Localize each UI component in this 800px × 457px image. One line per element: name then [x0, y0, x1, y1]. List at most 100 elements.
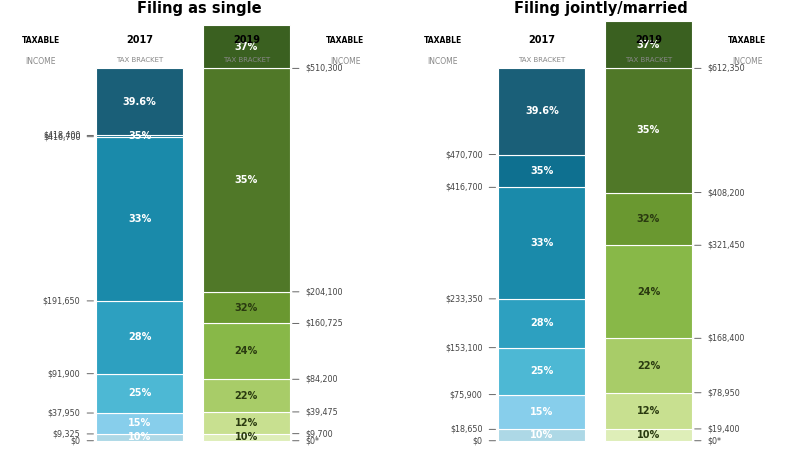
Text: 10%: 10% — [234, 432, 258, 442]
Bar — [96, 434, 183, 441]
Text: INCOME: INCOME — [330, 57, 361, 66]
Text: TAXABLE: TAXABLE — [728, 36, 766, 45]
Text: $0*: $0* — [708, 436, 722, 445]
Bar — [498, 299, 586, 348]
Bar — [96, 135, 183, 137]
Text: 22%: 22% — [637, 361, 660, 371]
Bar — [605, 21, 692, 69]
Bar — [203, 379, 290, 412]
Text: TAXABLE: TAXABLE — [326, 36, 364, 45]
Text: $612,350: $612,350 — [708, 64, 746, 73]
Bar — [498, 348, 586, 394]
Bar — [605, 245, 692, 338]
Text: $18,650: $18,650 — [450, 425, 482, 434]
Text: $191,650: $191,650 — [42, 297, 81, 305]
Text: $91,900: $91,900 — [48, 369, 81, 378]
Text: $204,100: $204,100 — [306, 287, 343, 296]
Text: 25%: 25% — [530, 366, 554, 376]
Text: $418,400: $418,400 — [43, 131, 81, 140]
Text: INCOME: INCOME — [732, 57, 762, 66]
Text: 33%: 33% — [530, 238, 554, 248]
Text: 35%: 35% — [234, 175, 258, 185]
Bar — [96, 413, 183, 434]
Text: $416,700: $416,700 — [43, 132, 81, 141]
Text: 2019: 2019 — [233, 35, 260, 45]
Text: 37%: 37% — [234, 42, 258, 52]
Text: 37%: 37% — [637, 40, 660, 50]
Bar — [498, 154, 586, 187]
Text: $233,350: $233,350 — [445, 294, 482, 303]
Bar — [203, 412, 290, 434]
Text: $9,700: $9,700 — [306, 429, 334, 438]
Bar — [498, 430, 586, 441]
Text: 35%: 35% — [637, 126, 660, 135]
Text: Filing as single: Filing as single — [137, 1, 262, 16]
Bar — [203, 69, 290, 292]
Bar — [96, 137, 183, 301]
Text: $78,950: $78,950 — [708, 388, 741, 397]
Bar — [96, 301, 183, 374]
Text: TAX BRACKET: TAX BRACKET — [222, 57, 270, 63]
Bar — [605, 192, 692, 245]
Text: INCOME: INCOME — [428, 57, 458, 66]
Text: $39,475: $39,475 — [306, 408, 338, 416]
Text: 28%: 28% — [128, 332, 151, 342]
Text: $75,900: $75,900 — [450, 390, 482, 399]
Text: $84,200: $84,200 — [306, 375, 338, 384]
Text: 12%: 12% — [637, 406, 660, 416]
Text: $408,200: $408,200 — [708, 188, 746, 197]
Text: 2019: 2019 — [635, 35, 662, 45]
Text: 2017: 2017 — [528, 35, 555, 45]
Text: 10%: 10% — [637, 430, 660, 440]
Text: $470,700: $470,700 — [445, 150, 482, 159]
Text: 32%: 32% — [637, 214, 660, 224]
Text: TAX BRACKET: TAX BRACKET — [116, 57, 163, 63]
Text: 32%: 32% — [234, 303, 258, 313]
Text: 15%: 15% — [128, 419, 151, 429]
Text: 15%: 15% — [530, 407, 554, 417]
Text: 35%: 35% — [530, 166, 554, 176]
Text: 12%: 12% — [234, 418, 258, 428]
Bar — [498, 187, 586, 299]
Text: TAXABLE: TAXABLE — [22, 36, 60, 45]
Bar — [96, 374, 183, 413]
Text: TAX BRACKET: TAX BRACKET — [625, 57, 672, 63]
Text: 25%: 25% — [128, 388, 151, 399]
Text: $9,325: $9,325 — [53, 430, 81, 438]
Text: 28%: 28% — [530, 318, 554, 328]
Bar — [605, 69, 692, 192]
Text: $0*: $0* — [306, 436, 320, 445]
Bar — [605, 429, 692, 441]
Bar — [605, 338, 692, 393]
Bar — [498, 394, 586, 430]
Text: $510,300: $510,300 — [306, 64, 343, 73]
Bar — [96, 69, 183, 135]
Bar — [498, 69, 586, 154]
Text: $0: $0 — [473, 436, 482, 445]
Bar — [203, 292, 290, 324]
Text: TAXABLE: TAXABLE — [424, 36, 462, 45]
Bar — [203, 324, 290, 379]
Text: $153,100: $153,100 — [445, 343, 482, 352]
Text: 22%: 22% — [234, 391, 258, 401]
Bar — [605, 393, 692, 429]
Bar — [203, 25, 290, 69]
Bar — [203, 434, 290, 441]
Text: 24%: 24% — [234, 346, 258, 356]
Text: 10%: 10% — [530, 430, 554, 440]
Text: 24%: 24% — [637, 287, 660, 297]
Text: $168,400: $168,400 — [708, 334, 745, 343]
Text: 39.6%: 39.6% — [123, 97, 157, 107]
Text: $0: $0 — [70, 436, 81, 445]
Text: 2017: 2017 — [126, 35, 153, 45]
Text: $160,725: $160,725 — [306, 319, 343, 328]
Text: $416,700: $416,700 — [445, 183, 482, 192]
Text: $321,450: $321,450 — [708, 241, 746, 250]
Text: 39.6%: 39.6% — [525, 106, 558, 117]
Text: INCOME: INCOME — [26, 57, 56, 66]
Text: Filing jointly/married: Filing jointly/married — [514, 1, 688, 16]
Text: $19,400: $19,400 — [708, 425, 740, 433]
Text: 33%: 33% — [128, 214, 151, 224]
Text: TAX BRACKET: TAX BRACKET — [518, 57, 566, 63]
Text: 10%: 10% — [128, 432, 151, 442]
